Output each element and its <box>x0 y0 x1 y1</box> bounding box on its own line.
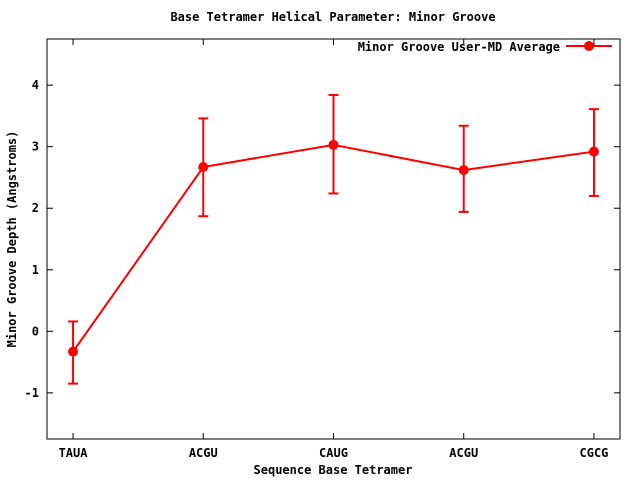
x-tick-label: ACGU <box>449 446 478 460</box>
x-axis-label: Sequence Base Tetramer <box>254 463 413 477</box>
plot-area: -1 0 1 2 3 4 TAUA ACGU CAUG ACGU CGCG <box>25 39 620 460</box>
x-tick-label: CGCG <box>580 446 609 460</box>
data-point-marker-icon <box>328 139 339 150</box>
legend-label: Minor Groove User-MD Average <box>358 40 560 54</box>
y-axis-label: Minor Groove Depth (Angstroms) <box>5 131 19 348</box>
data-point-marker-icon <box>458 165 469 176</box>
x-tick-label: CAUG <box>319 446 348 460</box>
data-point-marker-icon <box>588 146 599 157</box>
y-tick-label: 1 <box>32 263 39 277</box>
y-tick-label: 0 <box>32 324 39 338</box>
x-tick-label: TAUA <box>59 446 89 460</box>
legend: Minor Groove User-MD Average <box>358 40 612 54</box>
legend-point-marker-icon <box>584 41 594 51</box>
y-tick-label: -1 <box>25 386 39 400</box>
y-tick-label: 4 <box>32 78 39 92</box>
y-tick-label: 3 <box>32 140 39 154</box>
data-point-marker-icon <box>68 346 79 357</box>
chart-title: Base Tetramer Helical Parameter: Minor G… <box>170 10 495 24</box>
data-point-marker-icon <box>198 162 209 172</box>
y-tick-label: 2 <box>32 201 39 215</box>
x-tick-label: ACGU <box>189 446 218 460</box>
